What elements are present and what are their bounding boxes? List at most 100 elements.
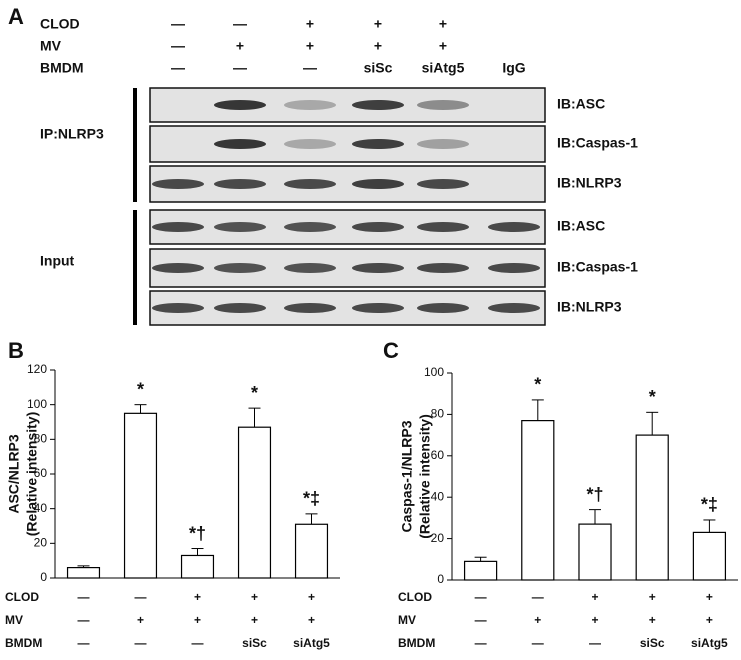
- y-tick-label: 40: [431, 489, 445, 503]
- condition-name: MV: [40, 38, 62, 54]
- condition-value: +: [439, 38, 447, 54]
- condition-value: siSc: [640, 636, 665, 650]
- condition-value: —: [532, 590, 544, 604]
- annotation: *: [251, 383, 258, 403]
- blot: [149, 165, 546, 203]
- bar: [635, 434, 669, 581]
- y-tick-label: 60: [34, 466, 48, 480]
- condition-value: —: [303, 60, 317, 76]
- panel-label: B: [8, 338, 24, 363]
- condition-name: BMDM: [398, 636, 435, 650]
- bar: [692, 531, 727, 581]
- annotation: *: [137, 379, 144, 399]
- band: [417, 222, 469, 232]
- annotation: *†: [189, 523, 206, 543]
- blot: [149, 290, 546, 326]
- condition-value: —: [192, 636, 204, 650]
- y-tick-label: 120: [27, 362, 47, 376]
- condition-value: +: [194, 590, 201, 604]
- band: [352, 303, 404, 313]
- y-tick-label: 20: [34, 536, 48, 550]
- condition-name: CLOD: [5, 590, 39, 604]
- condition-value: siAtg5: [293, 636, 330, 650]
- condition-value: +: [374, 16, 382, 32]
- condition-value: siAtg5: [422, 60, 465, 76]
- condition-value: IgG: [502, 60, 525, 76]
- condition-value: siSc: [364, 60, 393, 76]
- condition-value: +: [251, 590, 258, 604]
- band: [488, 263, 540, 273]
- bar: [463, 560, 498, 581]
- blot: [149, 87, 546, 123]
- blot-label: IB:Caspas-1: [557, 135, 638, 151]
- band: [488, 222, 540, 232]
- band: [152, 263, 204, 273]
- y-axis-label: ASC/NLRP3: [6, 434, 22, 514]
- condition-value: —: [78, 636, 90, 650]
- condition-value: siAtg5: [691, 636, 728, 650]
- bar: [578, 523, 612, 581]
- band: [284, 263, 336, 273]
- y-axis-label: (Relative intensity): [417, 414, 433, 538]
- band: [214, 179, 266, 189]
- band: [417, 303, 469, 313]
- condition-value: +: [649, 613, 656, 627]
- y-tick-label: 100: [424, 365, 444, 379]
- condition-value: +: [194, 613, 201, 627]
- condition-value: —: [135, 590, 147, 604]
- blot-label: IB:Caspas-1: [557, 259, 638, 275]
- annotation: *: [534, 375, 541, 395]
- y-tick-label: 80: [431, 407, 445, 421]
- y-axis-label: Caspas-1/NLRP3: [399, 420, 415, 532]
- condition-name: MV: [398, 613, 416, 627]
- condition-value: —: [135, 636, 147, 650]
- group-name: IP:NLRP3: [40, 126, 104, 142]
- blot: [149, 248, 546, 288]
- band: [352, 263, 404, 273]
- blot-label: IB:ASC: [557, 218, 605, 234]
- band: [284, 303, 336, 313]
- band: [352, 100, 404, 110]
- condition-value: +: [374, 38, 382, 54]
- bar: [237, 426, 272, 579]
- condition-value: +: [534, 613, 541, 627]
- band: [214, 222, 266, 232]
- annotation: *‡: [303, 489, 320, 509]
- band: [352, 179, 404, 189]
- band: [417, 263, 469, 273]
- bar: [521, 420, 555, 581]
- y-tick-label: 100: [27, 397, 47, 411]
- annotation: *‡: [701, 495, 718, 515]
- group-name: Input: [40, 253, 75, 269]
- band: [488, 303, 540, 313]
- condition-value: —: [171, 38, 185, 54]
- condition-value: —: [233, 16, 247, 32]
- y-axis-label: (Relative intensity): [24, 412, 40, 536]
- condition-value: +: [308, 590, 315, 604]
- band: [214, 263, 266, 273]
- panel-label: A: [8, 4, 24, 29]
- condition-value: —: [233, 60, 247, 76]
- bar: [123, 412, 158, 579]
- band: [352, 139, 404, 149]
- bar: [294, 523, 329, 579]
- condition-value: +: [591, 590, 598, 604]
- band: [152, 179, 204, 189]
- band: [284, 222, 336, 232]
- condition-value: —: [78, 613, 90, 627]
- condition-value: +: [137, 613, 144, 627]
- condition-value: —: [589, 636, 601, 650]
- condition-name: BMDM: [40, 60, 84, 76]
- band: [284, 179, 336, 189]
- band: [284, 139, 336, 149]
- condition-name: CLOD: [398, 590, 432, 604]
- blot-label: IB:NLRP3: [557, 175, 622, 191]
- condition-name: BMDM: [5, 636, 42, 650]
- band: [214, 100, 266, 110]
- blot: [149, 209, 546, 245]
- y-tick-label: 0: [40, 570, 47, 584]
- condition-value: +: [649, 590, 656, 604]
- condition-value: +: [306, 16, 314, 32]
- y-tick-label: 60: [431, 448, 445, 462]
